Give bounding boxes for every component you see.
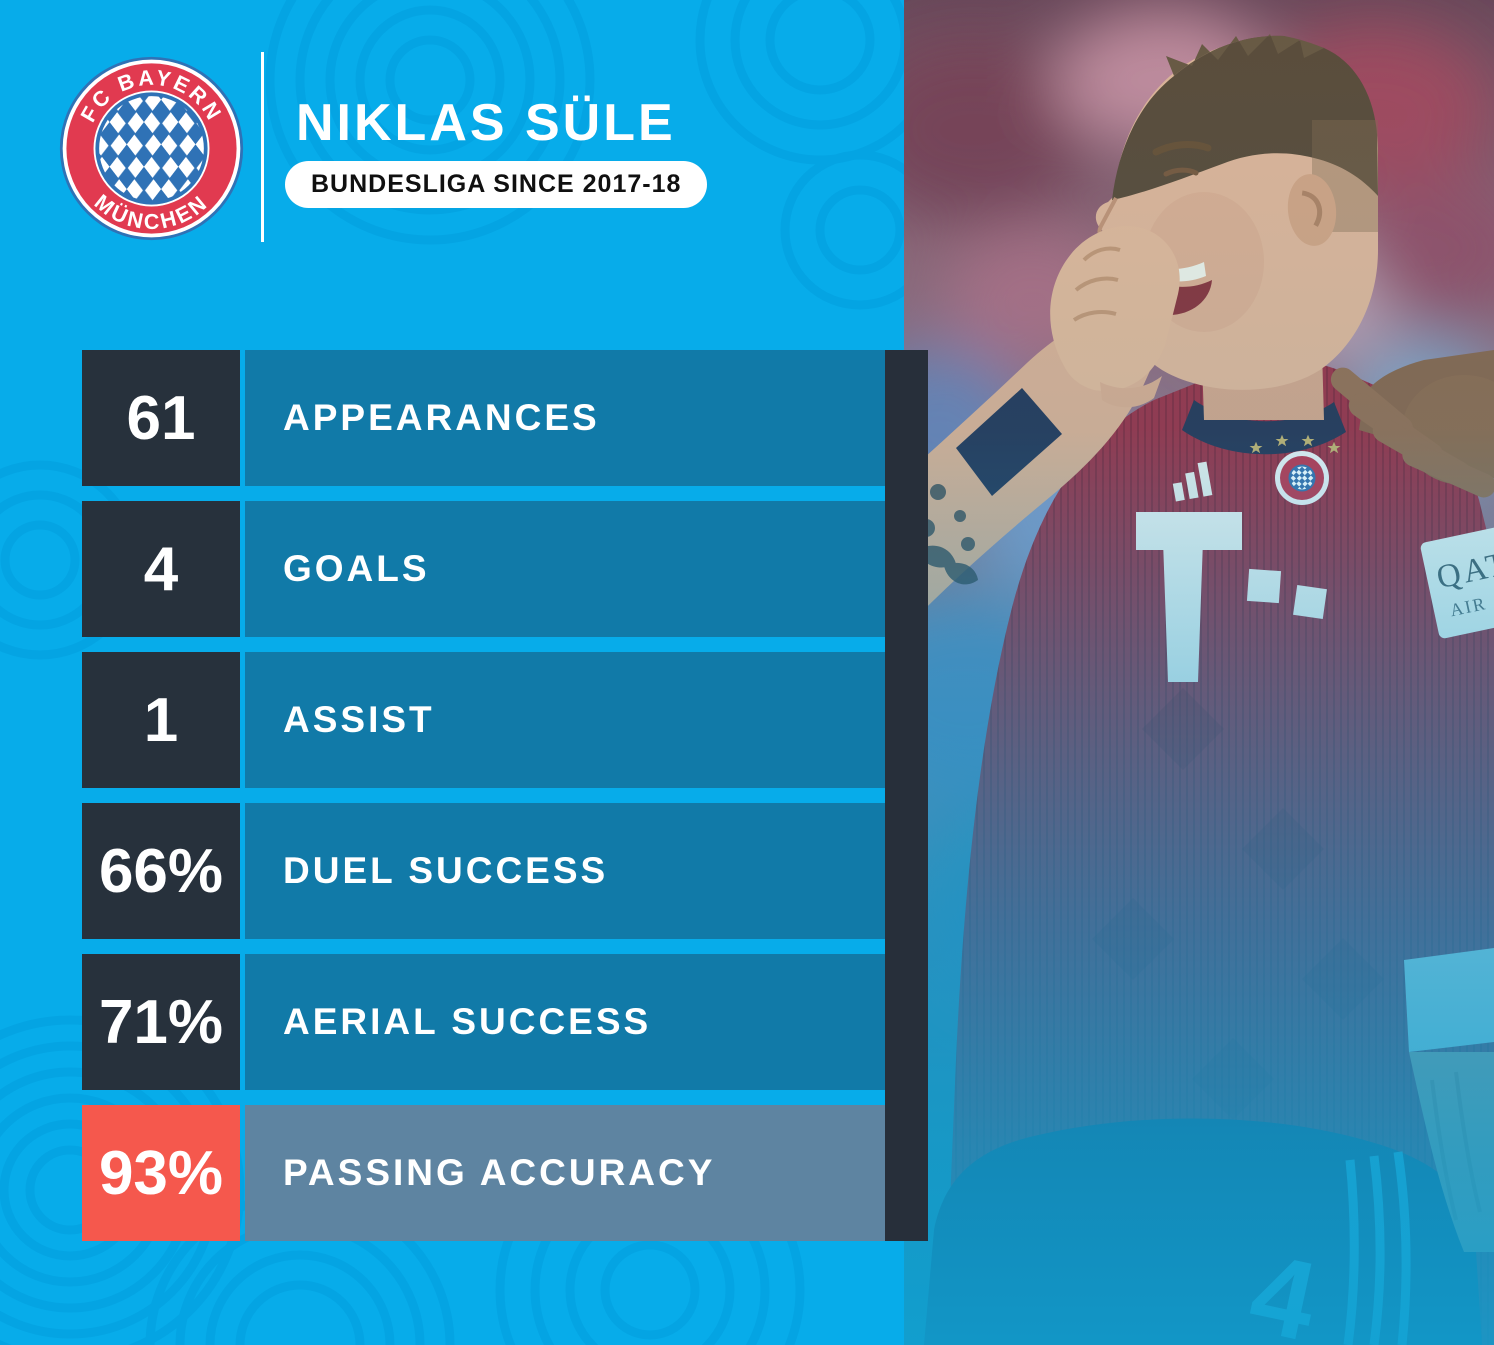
stat-label: APPEARANCES bbox=[283, 397, 600, 438]
stat-bar: AERIAL SUCCESS bbox=[245, 954, 885, 1090]
stat-label: ASSIST bbox=[283, 699, 435, 740]
stat-value-box: 1 bbox=[82, 652, 240, 788]
bayern-crest-logo: FC BAYERN MÜNCHEN bbox=[59, 56, 244, 241]
season-badge: BUNDESLIGA SINCE 2017-18 bbox=[285, 161, 708, 208]
page-title: NIKLAS SÜLE bbox=[296, 94, 676, 152]
player-photo: QAT AIR 4 bbox=[904, 0, 1494, 1345]
stat-bar: DUEL SUCCESS bbox=[245, 803, 885, 939]
stats-list: 61 APPEARANCES 4 GOALS 1 ASSIST 66% DUEL… bbox=[82, 350, 885, 1241]
stat-label: PASSING ACCURACY bbox=[283, 1152, 716, 1193]
stat-label: AERIAL SUCCESS bbox=[283, 1001, 652, 1042]
stat-value-box: 4 bbox=[82, 501, 240, 637]
stat-bar: PASSING ACCURACY bbox=[245, 1105, 885, 1241]
stats-endcap bbox=[885, 350, 928, 1241]
stat-value-box: 61 bbox=[82, 350, 240, 486]
stat-bar: GOALS bbox=[245, 501, 885, 637]
stat-row-passing-accuracy: 93% PASSING ACCURACY bbox=[82, 1105, 885, 1241]
stat-row-assist: 1 ASSIST bbox=[82, 652, 885, 788]
stat-row-goals: 4 GOALS bbox=[82, 501, 885, 637]
stat-row-aerial-success: 71% AERIAL SUCCESS bbox=[82, 954, 885, 1090]
stat-row-duel-success: 66% DUEL SUCCESS bbox=[82, 803, 885, 939]
stat-bar: ASSIST bbox=[245, 652, 885, 788]
stat-value-box: 93% bbox=[82, 1105, 240, 1241]
header-divider bbox=[261, 52, 264, 242]
stat-bar: APPEARANCES bbox=[245, 350, 885, 486]
stat-value-box: 71% bbox=[82, 954, 240, 1090]
stat-label: GOALS bbox=[283, 548, 430, 589]
cyan-duotone-overlay bbox=[904, 0, 1494, 1345]
stat-label: DUEL SUCCESS bbox=[283, 850, 609, 891]
stat-value-box: 66% bbox=[82, 803, 240, 939]
stat-row-appearances: 61 APPEARANCES bbox=[82, 350, 885, 486]
